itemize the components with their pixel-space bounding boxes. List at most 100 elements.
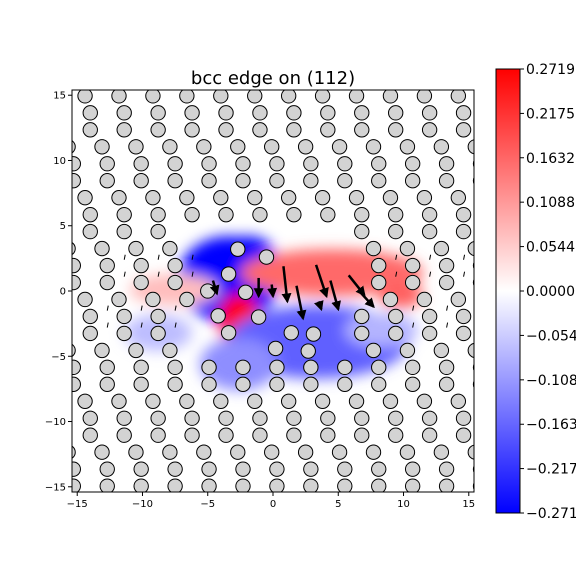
displacement-arrow (314, 300, 324, 312)
small-arrow (140, 322, 143, 328)
atom (303, 461, 319, 477)
atom (150, 325, 166, 342)
small-arrow (429, 271, 432, 277)
atom (331, 444, 348, 460)
displacement-arrow (347, 274, 366, 297)
atom (77, 393, 93, 409)
atom (388, 427, 404, 443)
atom (337, 359, 353, 376)
small-arrow (123, 271, 126, 277)
atom (116, 206, 132, 223)
atom (235, 461, 251, 477)
atom (99, 461, 115, 477)
atom (371, 173, 387, 189)
atom (297, 444, 314, 460)
atom (421, 105, 438, 121)
atom (167, 274, 183, 291)
atom (472, 159, 474, 168)
atom (128, 444, 144, 460)
atom (213, 90, 229, 104)
displacement-arrow (267, 284, 278, 299)
atom (472, 261, 474, 270)
atom (247, 190, 263, 206)
atom (388, 122, 404, 138)
colorbar-tick-label: 0.0000 (526, 284, 575, 300)
colorbar-tick-label: −0.0544 (526, 328, 576, 344)
atom (371, 359, 387, 376)
small-arrow (157, 254, 160, 260)
atom (382, 90, 399, 104)
atom (421, 427, 438, 443)
atom (116, 410, 132, 426)
atom (455, 308, 472, 325)
displacement-arrow (209, 280, 220, 296)
atom (354, 427, 370, 443)
atom (150, 410, 166, 426)
atom (354, 410, 370, 426)
atom (264, 139, 280, 155)
core-atom (283, 325, 299, 341)
atom (116, 308, 132, 325)
small-arrow (412, 322, 415, 328)
atom (404, 257, 421, 274)
small-arrow (123, 254, 126, 260)
atom (404, 274, 421, 291)
small-arrow (191, 254, 194, 260)
atom (184, 105, 200, 121)
atom (72, 257, 81, 274)
atom (116, 325, 132, 342)
atom (94, 342, 110, 359)
displacement-arrow (295, 285, 307, 321)
atom (337, 376, 353, 393)
atom (354, 308, 370, 325)
atom (421, 223, 438, 240)
atom (472, 363, 474, 372)
atom (133, 461, 149, 477)
atom (416, 291, 433, 308)
atom (167, 461, 183, 477)
atom (128, 139, 144, 155)
atom (230, 444, 246, 460)
atom (382, 393, 399, 409)
atom (348, 90, 365, 104)
atom (320, 105, 336, 121)
atom (320, 206, 336, 223)
atom (303, 478, 319, 492)
core-atom (230, 241, 246, 257)
atom (72, 461, 81, 477)
chart-title: bcc edge on (112) (191, 68, 355, 89)
atom (467, 444, 474, 460)
atom (354, 105, 370, 121)
atom (72, 274, 81, 291)
atom (371, 461, 387, 477)
atom (72, 376, 81, 392)
atom (252, 427, 268, 443)
displacement-field-small (106, 254, 466, 328)
atom (252, 410, 268, 426)
core-atom (250, 309, 267, 325)
atom (438, 274, 455, 291)
atom (404, 461, 421, 477)
atom (247, 393, 263, 409)
atom (354, 223, 370, 240)
atom (133, 359, 149, 376)
atom (320, 122, 336, 138)
atom (455, 427, 472, 443)
core-atom (210, 308, 226, 324)
atom (201, 156, 217, 172)
core-atom (258, 249, 275, 265)
atom (179, 291, 195, 308)
atom (416, 90, 433, 104)
atom (365, 342, 382, 359)
atom (196, 139, 212, 155)
atom (348, 393, 365, 409)
atom (438, 257, 455, 274)
core-atom (220, 266, 237, 282)
small-arrow (140, 305, 143, 311)
atom (162, 444, 178, 460)
atom (467, 342, 474, 358)
atom (99, 173, 115, 189)
atom (303, 359, 319, 376)
x-tick-label: 10 (397, 499, 410, 510)
atom (404, 478, 421, 492)
